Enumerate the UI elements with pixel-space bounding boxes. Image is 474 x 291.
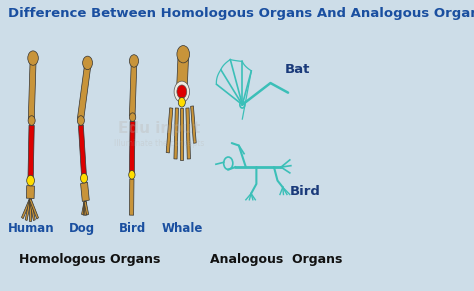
Polygon shape <box>83 202 86 215</box>
Polygon shape <box>129 179 134 215</box>
Polygon shape <box>129 64 137 116</box>
Polygon shape <box>28 125 34 179</box>
Polygon shape <box>82 201 86 215</box>
Circle shape <box>28 51 38 65</box>
Text: Analogous  Organs: Analogous Organs <box>210 253 342 266</box>
Text: Dog: Dog <box>69 222 95 235</box>
Polygon shape <box>25 199 31 221</box>
Polygon shape <box>129 121 135 173</box>
Polygon shape <box>166 108 173 153</box>
Text: Bird: Bird <box>118 222 146 235</box>
Circle shape <box>28 116 35 125</box>
Polygon shape <box>29 199 38 219</box>
Polygon shape <box>81 182 89 201</box>
Circle shape <box>177 85 187 98</box>
Circle shape <box>178 97 185 107</box>
Polygon shape <box>176 58 189 91</box>
Polygon shape <box>191 106 196 143</box>
Polygon shape <box>28 61 36 119</box>
Text: Whale: Whale <box>162 222 203 235</box>
Circle shape <box>129 113 136 121</box>
Text: Difference Between Homologous Organs And Analogous Organs: Difference Between Homologous Organs And… <box>9 7 474 20</box>
Circle shape <box>177 46 190 63</box>
Polygon shape <box>84 202 87 215</box>
Polygon shape <box>21 199 31 219</box>
Circle shape <box>129 55 138 67</box>
Text: Bat: Bat <box>284 63 310 76</box>
Circle shape <box>81 173 88 183</box>
Circle shape <box>129 171 135 179</box>
Circle shape <box>82 56 92 70</box>
Circle shape <box>77 116 84 125</box>
Polygon shape <box>29 199 35 221</box>
Polygon shape <box>180 108 183 160</box>
Circle shape <box>27 175 35 186</box>
Text: Edu input: Edu input <box>118 121 201 136</box>
Text: Human: Human <box>8 222 55 235</box>
Circle shape <box>174 81 190 102</box>
Polygon shape <box>78 125 86 177</box>
Text: Bird: Bird <box>290 184 321 198</box>
Polygon shape <box>174 108 179 159</box>
Polygon shape <box>29 199 31 221</box>
Polygon shape <box>27 186 35 198</box>
Text: Illuminate the concepts: Illuminate the concepts <box>115 139 205 148</box>
Polygon shape <box>84 201 89 215</box>
Polygon shape <box>186 108 191 159</box>
Text: Homologous Organs: Homologous Organs <box>18 253 160 266</box>
Polygon shape <box>77 65 91 120</box>
